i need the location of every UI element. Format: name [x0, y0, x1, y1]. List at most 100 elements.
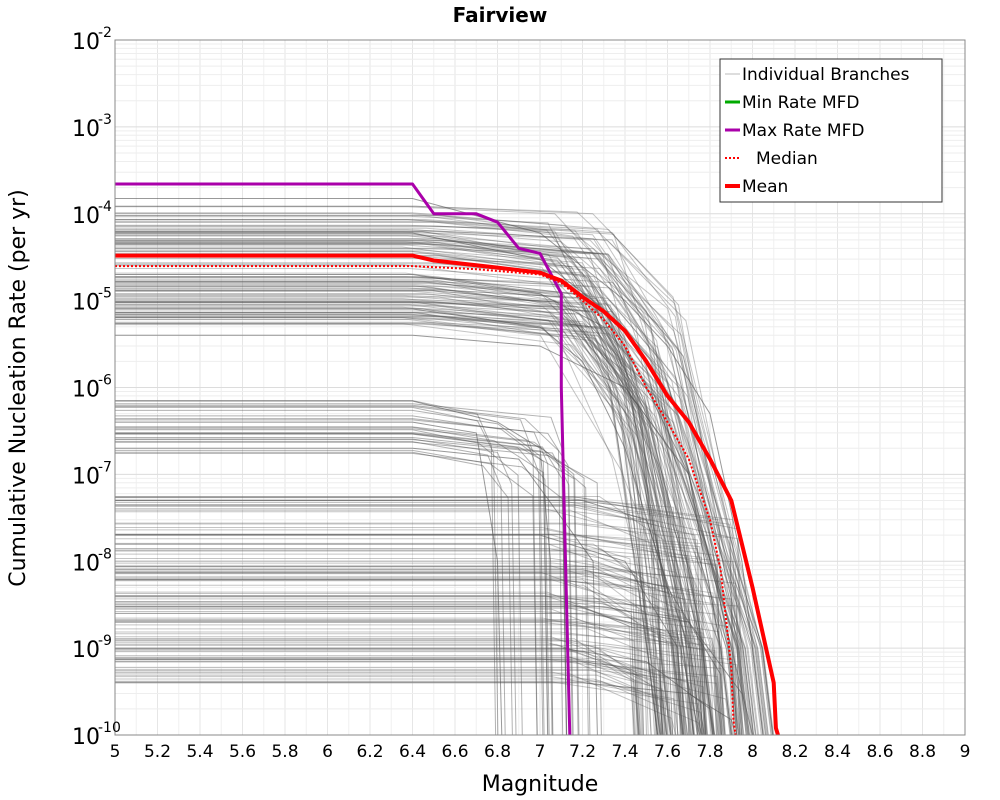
- branch-line: [115, 636, 665, 735]
- branch-line: [115, 511, 663, 735]
- branch-line: [115, 534, 683, 735]
- x-tick-label: 8.2: [781, 742, 808, 762]
- branch-line: [115, 527, 721, 735]
- y-tick-exponent: -8: [98, 546, 112, 562]
- x-tick-label: 5.8: [271, 742, 298, 762]
- branch-line: [115, 294, 683, 735]
- branch-line: [115, 238, 760, 735]
- branch-line: [115, 276, 658, 735]
- branch-line: [115, 429, 523, 735]
- x-tick-label: 9: [960, 742, 971, 762]
- branch-line: [115, 621, 717, 735]
- branch-line: [115, 643, 664, 735]
- y-tick-label: 10-2: [72, 25, 112, 55]
- branch-line: [115, 550, 640, 735]
- branch-line: [115, 439, 574, 735]
- branch-line: [115, 496, 669, 735]
- branch-line: [115, 315, 743, 735]
- branch-line: [115, 295, 726, 735]
- branch-line: [115, 640, 738, 735]
- y-tick-base: 10: [72, 638, 100, 663]
- branch-line: [115, 620, 660, 735]
- branch-line: [115, 276, 767, 735]
- branch-line: [115, 584, 643, 735]
- branch-line: [115, 638, 640, 735]
- branch-line: [115, 578, 717, 735]
- branch-line: [115, 231, 694, 735]
- x-tick-label: 6.4: [399, 742, 426, 762]
- branch-line: [115, 500, 694, 735]
- branch-line: [115, 301, 714, 735]
- branch-line: [115, 323, 702, 735]
- y-tick-label: 10-4: [72, 199, 112, 229]
- x-tick-label: 5: [110, 742, 121, 762]
- branch-line: [115, 447, 598, 735]
- y-tick-base: 10: [72, 30, 100, 55]
- branch-line: [115, 252, 684, 735]
- branch-line: [115, 243, 714, 735]
- branch-line: [115, 565, 690, 735]
- branch-line: [115, 334, 753, 735]
- legend-label: Max Rate MFD: [742, 121, 864, 141]
- branch-line: [115, 451, 513, 735]
- branch-line: [115, 570, 652, 735]
- branch-line: [115, 562, 741, 735]
- branch-line: [115, 302, 750, 735]
- branch-line: [115, 548, 681, 735]
- branch-line: [115, 558, 647, 735]
- branch-line: [115, 499, 724, 735]
- branch-line: [115, 670, 667, 735]
- x-tick-label: 6: [322, 742, 333, 762]
- branch-line: [115, 595, 674, 735]
- branch-line: [115, 276, 667, 735]
- branch-line: [115, 238, 719, 735]
- branch-line: [115, 243, 739, 735]
- branch-line: [115, 649, 652, 735]
- branch-line: [115, 647, 715, 735]
- y-tick-label: 10-7: [72, 459, 112, 489]
- branch-line: [115, 240, 774, 735]
- branch-line: [115, 543, 649, 735]
- branch-line: [115, 671, 661, 735]
- branch-line: [115, 579, 636, 735]
- y-tick-label: 10-6: [72, 373, 112, 403]
- branch-line: [115, 215, 691, 735]
- branch-line: [115, 658, 635, 735]
- legend: Individual Branches Min Rate MFD Max Rate …: [719, 58, 943, 203]
- branch-line: [115, 318, 695, 735]
- branch-line: [115, 433, 550, 735]
- branch-line: [115, 279, 723, 735]
- branch-line: [115, 287, 683, 735]
- branch-line: [115, 251, 768, 735]
- branch-line: [115, 437, 602, 735]
- x-tick-label: 7: [535, 742, 546, 762]
- branch-line: [115, 533, 705, 735]
- branch-line: [115, 542, 641, 735]
- y-tick-base: 10: [72, 725, 100, 750]
- branch-line: [115, 496, 658, 735]
- branch-line: [115, 219, 705, 735]
- branch-line: [115, 650, 642, 735]
- branch-line: [115, 657, 658, 735]
- branch-line: [115, 274, 707, 735]
- branch-line: [115, 548, 657, 735]
- branch-line: [115, 504, 735, 735]
- y-tick-exponent: -7: [98, 459, 112, 475]
- branch-line: [115, 680, 703, 735]
- branch-line: [115, 428, 579, 735]
- x-tick-label: 7.2: [569, 742, 596, 762]
- branch-line: [115, 497, 744, 735]
- branch-line: [115, 213, 772, 735]
- legend-label: Min Rate MFD: [742, 93, 860, 113]
- branch-line: [115, 601, 720, 735]
- branch-line: [115, 206, 739, 735]
- branch-line: [115, 239, 769, 735]
- y-axis-label: Cumulative Nucleation Rate (per yr): [6, 189, 31, 587]
- branch-line: [115, 579, 682, 735]
- branch-line: [115, 569, 726, 735]
- branch-line: [115, 620, 708, 735]
- branch-line: [115, 666, 664, 735]
- legend-box: [719, 58, 943, 203]
- branch-line: [115, 415, 549, 735]
- x-tick-label: 6.2: [356, 742, 383, 762]
